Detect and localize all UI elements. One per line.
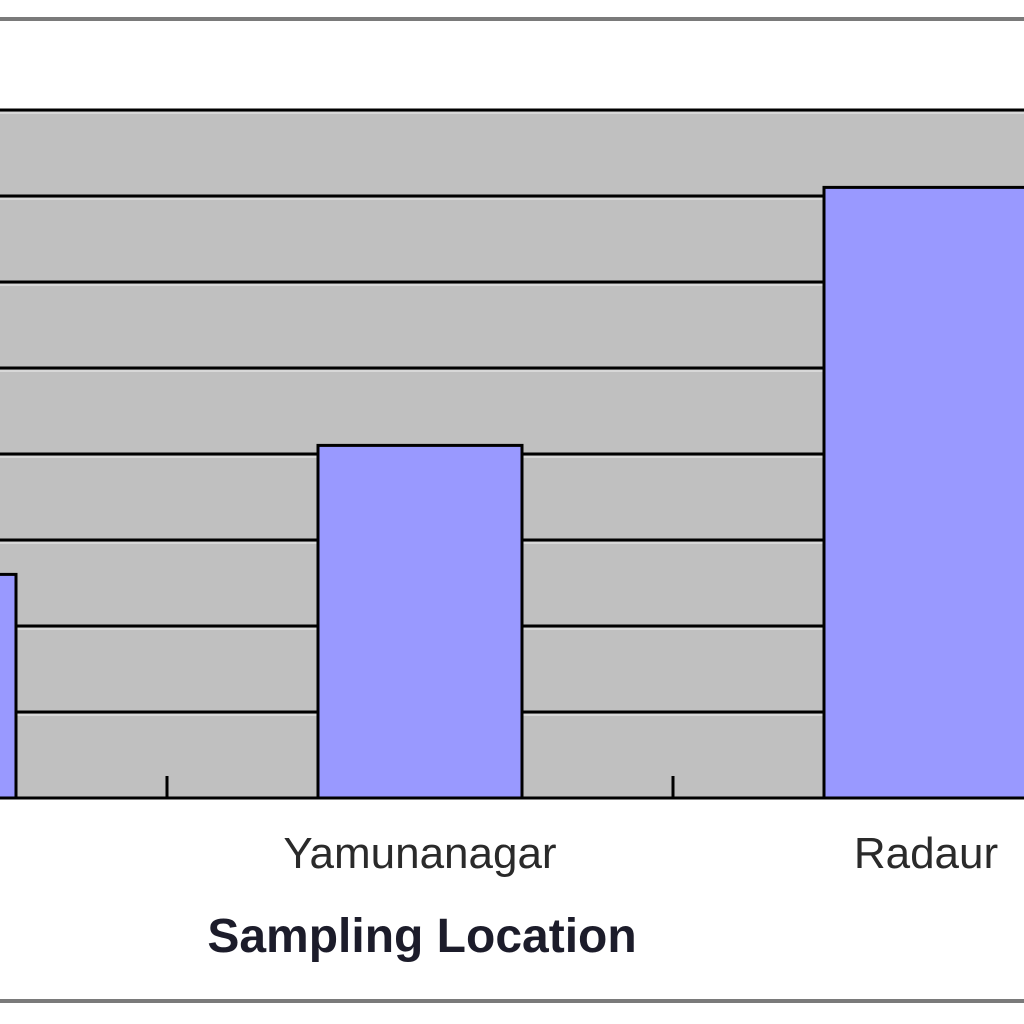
bar-series: [0, 185, 1024, 800]
x-tick-label: Radaur: [854, 829, 998, 878]
x-axis-labels: eadYamunanagarRadaur: [283, 829, 998, 878]
x-axis-ticks: [165, 776, 675, 798]
bar-yamunanagar: [316, 443, 524, 800]
bar-ead: [0, 572, 18, 800]
x-axis-title: Sampling Location: [207, 910, 636, 963]
x-tick-label: Yamunanagar: [283, 829, 556, 878]
bar-radaur: [822, 185, 1024, 800]
